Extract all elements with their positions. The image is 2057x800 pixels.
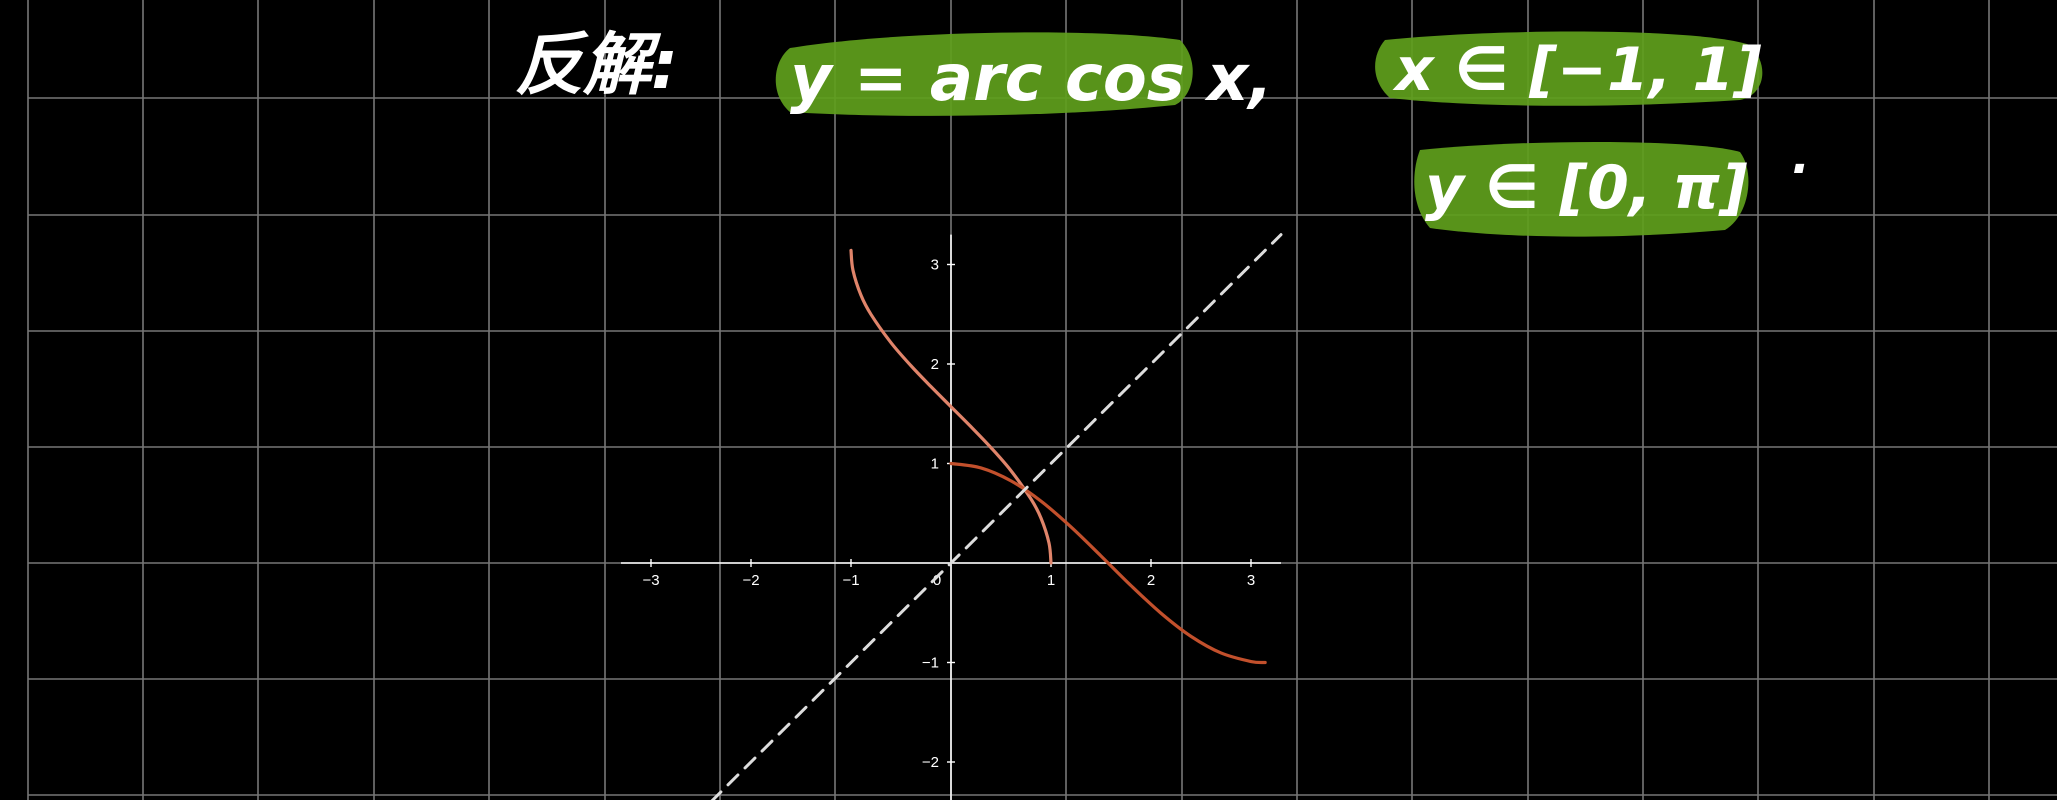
series-line — [949, 461, 1267, 665]
equation-highlight — [775, 32, 1193, 116]
x-tick-label: 0 — [933, 572, 941, 589]
range-highlight — [1414, 141, 1749, 237]
x-tick-label: −2 — [742, 572, 759, 589]
y-tick-label: −1 — [922, 655, 939, 672]
series-line — [710, 233, 1283, 800]
label-text: 反解: — [515, 26, 678, 105]
dot-mark: · — [1790, 141, 1808, 197]
domain-highlight — [1375, 31, 1763, 106]
y-tick-label: 3 — [931, 257, 939, 274]
series-line — [849, 248, 1053, 565]
x-tick-label: 1 — [1047, 572, 1055, 589]
y-tick-label: 1 — [931, 456, 939, 473]
range-text: y ∈ [0, π] — [1425, 153, 1747, 223]
background-grid — [27, 0, 2057, 800]
x-tick-label: 3 — [1247, 572, 1255, 589]
domain-text: x ∈ [−1, 1] — [1392, 35, 1762, 105]
chart-area: −3 −2 −1 0 1 2 3 −2 −1 1 2 3 — [621, 233, 1283, 800]
equation-text: y = arc cos x, — [790, 42, 1273, 116]
y-tick-label: −2 — [922, 754, 939, 771]
y-tick-label: 2 — [931, 356, 939, 373]
x-tick-label: −3 — [642, 572, 659, 589]
x-tick-label: −1 — [842, 572, 859, 589]
x-tick-label: 2 — [1147, 572, 1155, 589]
